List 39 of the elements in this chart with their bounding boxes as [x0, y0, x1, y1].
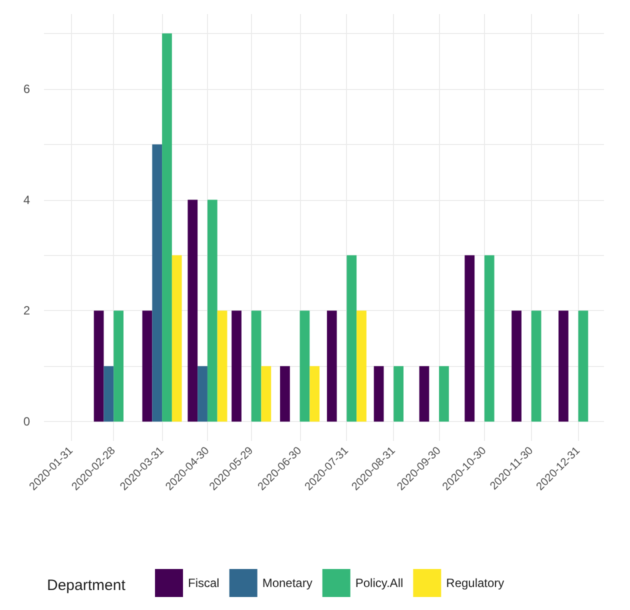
bar: [207, 200, 218, 422]
bar: [578, 310, 588, 422]
bar: [172, 255, 182, 422]
legend-label: Policy.All: [355, 576, 404, 590]
legend-label: Monetary: [262, 576, 312, 590]
bar: [114, 310, 124, 422]
bar: [232, 310, 242, 422]
bar: [419, 366, 430, 422]
bar: [326, 310, 337, 422]
bar: [104, 366, 114, 422]
bar: [198, 366, 208, 422]
legend-title: Department: [47, 577, 126, 594]
y-tick-label: 0: [23, 414, 30, 429]
bar: [512, 310, 522, 422]
y-tick-label: 2: [23, 304, 30, 318]
bar: [531, 310, 542, 422]
bar: [162, 33, 172, 422]
y-tick-label: 4: [23, 192, 30, 207]
bar: [356, 310, 366, 422]
bar: [464, 255, 475, 422]
bar: [94, 310, 104, 422]
legend-label: Regulatory: [446, 576, 504, 590]
bar: [374, 366, 384, 422]
bar: [439, 366, 449, 422]
bar: [346, 255, 357, 422]
bar: [484, 255, 494, 422]
bar: [152, 144, 162, 422]
bar: [142, 310, 152, 422]
bar: [558, 310, 568, 422]
bar: [251, 310, 262, 422]
bar: [310, 366, 320, 422]
bar: [188, 200, 198, 422]
bar: [261, 366, 272, 422]
bar: [217, 310, 228, 422]
bar: [394, 366, 404, 422]
legend-label: Fiscal: [188, 576, 220, 590]
y-tick-label: 6: [23, 82, 30, 96]
bar: [300, 310, 310, 422]
bar: [280, 366, 290, 422]
